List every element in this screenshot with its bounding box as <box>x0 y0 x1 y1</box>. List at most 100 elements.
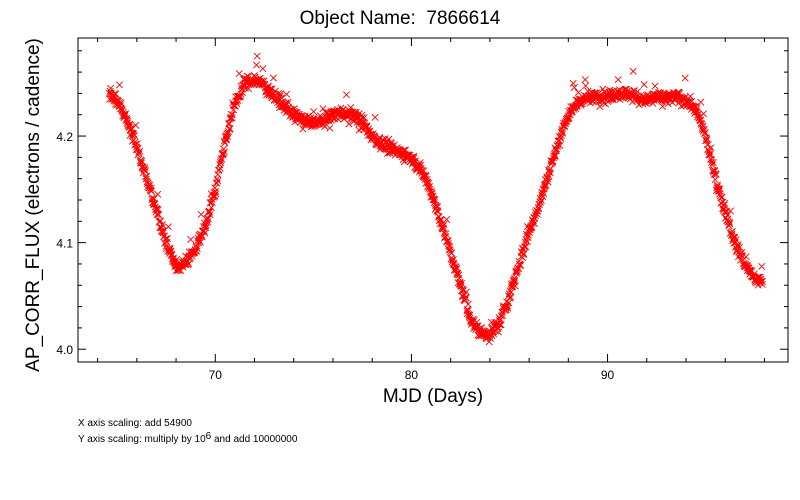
y-tick-label: 4.0 <box>56 343 73 357</box>
data-point <box>204 215 212 223</box>
x-tick-label: 80 <box>405 368 419 382</box>
data-point <box>147 187 155 195</box>
data-point <box>464 306 472 315</box>
data-point <box>551 150 559 158</box>
data-point <box>163 234 171 242</box>
x-axis-label: MJD (Days) <box>382 386 484 407</box>
data-point <box>742 253 750 261</box>
data-point <box>557 134 565 142</box>
data-point <box>535 201 543 209</box>
data-point <box>345 120 353 128</box>
data-point <box>442 230 450 238</box>
data-point <box>681 74 689 82</box>
data-point <box>559 129 567 137</box>
data-point <box>216 164 224 172</box>
data-point <box>700 110 708 118</box>
data-point <box>208 198 216 206</box>
data-point <box>494 328 503 336</box>
data-point <box>634 88 642 96</box>
data-point <box>434 203 442 211</box>
data-point <box>510 277 518 285</box>
data-point <box>164 223 172 231</box>
data-point <box>558 128 566 136</box>
data-point <box>734 243 742 251</box>
data-point <box>721 199 729 207</box>
data-point <box>129 130 138 138</box>
data-point <box>196 238 204 246</box>
data-point <box>191 248 199 256</box>
data-point <box>135 150 143 158</box>
data-point <box>193 245 201 253</box>
data-point <box>701 128 709 136</box>
data-point <box>758 280 766 288</box>
data-point <box>497 321 505 329</box>
data-points <box>105 52 766 346</box>
data-point <box>129 132 137 140</box>
y-scaling-prefix: Y axis scaling: multiply by 10 <box>78 434 206 445</box>
data-point <box>259 65 267 73</box>
data-point <box>453 271 461 279</box>
data-point <box>387 139 395 147</box>
y-tick-label: 4.2 <box>56 130 73 144</box>
data-point <box>686 92 694 100</box>
data-point <box>537 198 545 206</box>
data-point <box>220 148 228 156</box>
data-point <box>153 205 161 213</box>
data-point <box>132 121 140 129</box>
data-point <box>371 113 379 121</box>
data-point <box>214 177 222 185</box>
data-point <box>508 283 516 291</box>
data-point <box>688 97 696 105</box>
data-point <box>224 129 232 137</box>
data-point <box>155 211 163 219</box>
data-point <box>511 282 519 290</box>
data-point <box>758 263 766 271</box>
data-point <box>250 71 258 79</box>
data-point <box>448 249 456 257</box>
data-point <box>462 294 470 302</box>
data-point <box>464 300 472 308</box>
data-point <box>758 278 766 286</box>
data-point <box>443 215 451 223</box>
data-point <box>440 220 448 228</box>
data-point <box>550 152 558 160</box>
data-point <box>570 83 578 91</box>
data-point <box>451 265 459 273</box>
data-point <box>651 82 659 90</box>
title-prefix: Object Name: <box>299 8 416 29</box>
data-point <box>143 172 151 180</box>
data-point <box>703 136 711 144</box>
data-point <box>732 236 740 244</box>
data-point <box>283 90 291 98</box>
data-point <box>428 190 436 198</box>
data-point <box>321 123 329 131</box>
data-point <box>226 124 234 133</box>
data-point <box>206 208 214 216</box>
data-point <box>342 91 350 99</box>
data-point <box>201 229 209 237</box>
data-point <box>703 135 711 143</box>
data-point <box>195 238 203 247</box>
data-point <box>269 74 277 82</box>
data-point <box>582 82 590 90</box>
data-point <box>728 228 736 236</box>
ticks: 70 80 90 4.0 4.1 4.2 <box>56 38 788 382</box>
x-scaling-note: X axis scaling: add 54900 <box>78 418 192 429</box>
data-point <box>115 81 123 89</box>
data-point <box>487 318 495 326</box>
data-point <box>147 184 155 192</box>
data-point <box>726 207 734 215</box>
data-point <box>537 197 545 205</box>
data-point <box>725 218 733 226</box>
data-point <box>707 144 715 152</box>
data-point <box>122 110 130 118</box>
data-point <box>136 147 144 155</box>
data-point <box>142 167 150 175</box>
data-point <box>756 273 764 281</box>
data-point <box>439 222 447 230</box>
data-point <box>465 313 473 321</box>
data-point <box>415 161 423 169</box>
data-point <box>461 296 469 304</box>
data-point <box>198 233 206 241</box>
data-point <box>202 221 210 229</box>
